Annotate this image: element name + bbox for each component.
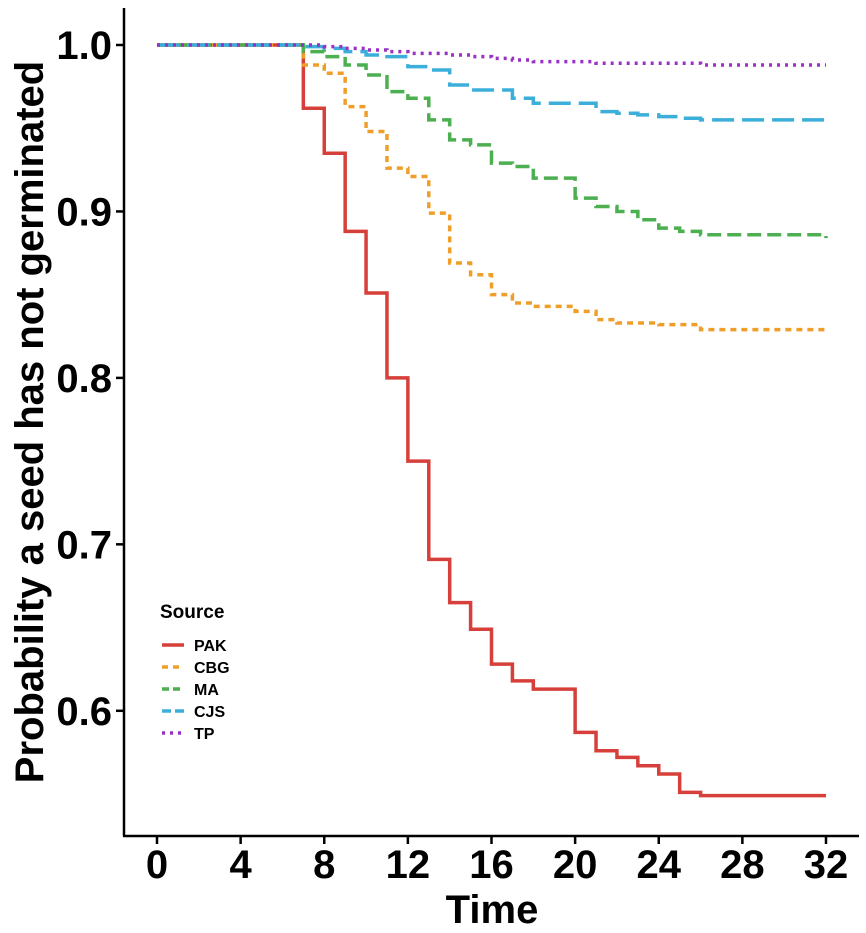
curves-layer bbox=[157, 43, 828, 798]
series-line-pak bbox=[157, 43, 826, 798]
y-tick-label: 0.6 bbox=[56, 690, 112, 734]
x-tick-label: 24 bbox=[637, 843, 682, 887]
legend-items: PAK CBG MA CJS TP bbox=[162, 638, 230, 743]
legend-label-cbg: CBG bbox=[194, 660, 230, 677]
y-tick-label: 0.9 bbox=[56, 190, 112, 234]
series-line-tp bbox=[157, 43, 826, 67]
x-tick-label: 12 bbox=[386, 843, 431, 887]
x-tick-label: 8 bbox=[313, 843, 335, 887]
x-axis-ticks: 0 4 8 12 16 20 24 28 32 bbox=[146, 836, 848, 887]
legend-label-cjs: CJS bbox=[194, 704, 225, 721]
y-axis-title: Probability a seed has not germinated bbox=[8, 61, 52, 783]
series-line-ma bbox=[157, 43, 828, 239]
legend-label-ma: MA bbox=[194, 682, 219, 699]
y-axis-ticks: 0.6 0.7 0.8 0.9 1.0 bbox=[56, 24, 124, 734]
x-tick-label: 16 bbox=[469, 843, 514, 887]
legend-label-pak: PAK bbox=[194, 638, 227, 655]
series-line-cjs bbox=[157, 43, 828, 122]
x-tick-label: 4 bbox=[230, 843, 253, 887]
series-line-cbg bbox=[157, 43, 826, 332]
x-tick-label: 32 bbox=[804, 843, 849, 887]
x-axis-title: Time bbox=[446, 888, 539, 932]
y-tick-label: 0.7 bbox=[56, 523, 112, 567]
legend-label-tp: TP bbox=[194, 726, 215, 743]
y-tick-label: 0.8 bbox=[56, 357, 112, 401]
y-tick-label: 1.0 bbox=[56, 24, 112, 68]
x-tick-label: 28 bbox=[720, 843, 765, 887]
legend: Source PAK CBG MA CJS TP bbox=[160, 602, 230, 743]
x-tick-label: 0 bbox=[146, 843, 168, 887]
legend-title: Source bbox=[160, 602, 224, 623]
x-tick-label: 20 bbox=[553, 843, 598, 887]
